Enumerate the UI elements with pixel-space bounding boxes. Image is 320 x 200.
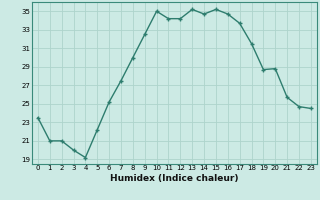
X-axis label: Humidex (Indice chaleur): Humidex (Indice chaleur) — [110, 174, 239, 183]
